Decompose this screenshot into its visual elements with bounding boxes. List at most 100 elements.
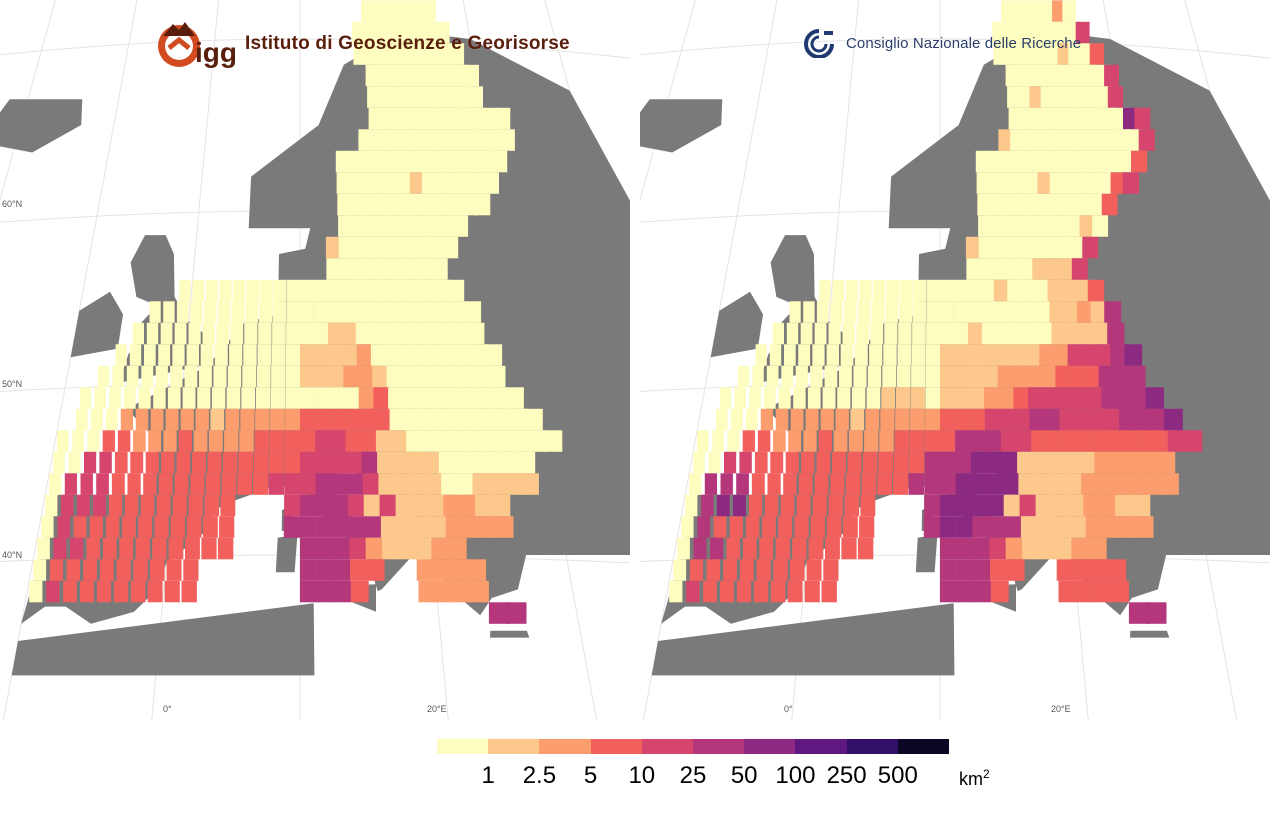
data-cell <box>184 365 198 388</box>
data-cell <box>697 516 711 538</box>
data-cell <box>350 215 365 237</box>
data-cell <box>450 559 470 581</box>
data-cell <box>1004 516 1023 538</box>
data-cell <box>1099 494 1118 517</box>
data-cell <box>242 365 256 388</box>
data-cell <box>205 473 221 495</box>
data-cell <box>195 408 209 431</box>
data-cell <box>423 86 438 108</box>
data-cell <box>160 322 173 345</box>
data-cell <box>810 516 825 538</box>
data-cell <box>798 473 813 495</box>
data-cell <box>899 279 913 302</box>
data-cell <box>704 473 717 495</box>
data-cell <box>436 193 453 216</box>
data-cell <box>113 580 129 603</box>
data-cell <box>464 64 479 87</box>
data-cell <box>1008 301 1024 323</box>
data-cell <box>1082 236 1099 259</box>
data-cell <box>444 365 462 388</box>
data-cell <box>1003 494 1021 517</box>
data-cell <box>886 279 899 302</box>
data-cell <box>345 430 362 452</box>
data-cell <box>1117 516 1138 538</box>
data-cell <box>805 408 819 431</box>
data-cell <box>451 129 468 151</box>
data-cell <box>432 387 450 409</box>
data-cell <box>41 516 54 538</box>
data-cell <box>427 344 445 366</box>
data-cell <box>397 322 414 345</box>
data-cell <box>178 430 192 452</box>
data-cell <box>425 107 441 130</box>
data-cell <box>353 43 366 65</box>
data-cell <box>729 516 743 538</box>
data-cell <box>1075 21 1090 44</box>
data-cell <box>1110 344 1128 366</box>
legend-color-bar <box>437 739 950 754</box>
data-cell <box>987 494 1005 517</box>
data-cell <box>420 279 437 302</box>
data-cell <box>1014 193 1029 216</box>
data-cell <box>990 559 1008 581</box>
data-cell <box>1008 107 1022 130</box>
legend-swatch <box>437 739 489 754</box>
data-cell <box>1032 258 1048 280</box>
data-cell <box>940 494 957 517</box>
data-cell <box>1069 236 1085 259</box>
data-cell <box>940 408 956 431</box>
data-cell <box>413 344 430 366</box>
data-cell <box>1130 387 1149 409</box>
map-panel-right <box>640 0 1270 720</box>
data-cell <box>398 537 417 560</box>
data-cell <box>245 301 259 323</box>
data-cell <box>443 494 462 517</box>
data-cell <box>1019 494 1037 517</box>
data-cell <box>1119 408 1138 431</box>
data-cell <box>881 387 896 409</box>
data-cell <box>442 236 459 259</box>
data-cell <box>369 322 386 345</box>
data-cell <box>344 387 360 409</box>
data-cell <box>174 473 189 495</box>
data-cell <box>347 494 365 517</box>
data-cell <box>999 408 1016 431</box>
data-cell <box>158 344 171 366</box>
data-cell <box>830 473 845 495</box>
data-cell <box>1035 494 1054 517</box>
data-cell <box>1018 86 1032 108</box>
data-cell <box>1080 129 1096 151</box>
data-cell <box>1138 129 1155 151</box>
data-cell <box>883 344 897 366</box>
data-cell <box>1113 365 1131 388</box>
data-cell <box>1000 430 1018 452</box>
data-cell <box>399 344 416 366</box>
data-cell <box>64 473 77 495</box>
data-cell <box>775 408 789 431</box>
data-cell <box>477 516 498 538</box>
data-cell <box>773 430 786 452</box>
data-cell <box>1020 279 1036 302</box>
data-cell <box>895 408 910 431</box>
data-cell <box>685 494 698 517</box>
data-cell <box>283 516 300 538</box>
data-cell <box>333 580 352 603</box>
data-cell <box>441 344 459 366</box>
data-cell <box>387 64 401 87</box>
data-cell <box>255 408 270 431</box>
data-cell <box>170 516 185 538</box>
data-cell <box>63 580 77 603</box>
data-cell <box>325 236 340 259</box>
data-cell <box>411 193 427 216</box>
data-cell <box>1081 473 1100 495</box>
data-cell <box>1143 473 1163 495</box>
data-cell <box>736 473 749 495</box>
data-cell <box>1069 365 1087 388</box>
data-cell <box>202 516 218 538</box>
data-cell <box>329 387 345 409</box>
data-cell <box>343 365 359 388</box>
data-cell <box>404 408 422 431</box>
data-cell <box>352 258 368 280</box>
data-cell <box>1074 279 1091 302</box>
data-cell <box>973 580 992 603</box>
